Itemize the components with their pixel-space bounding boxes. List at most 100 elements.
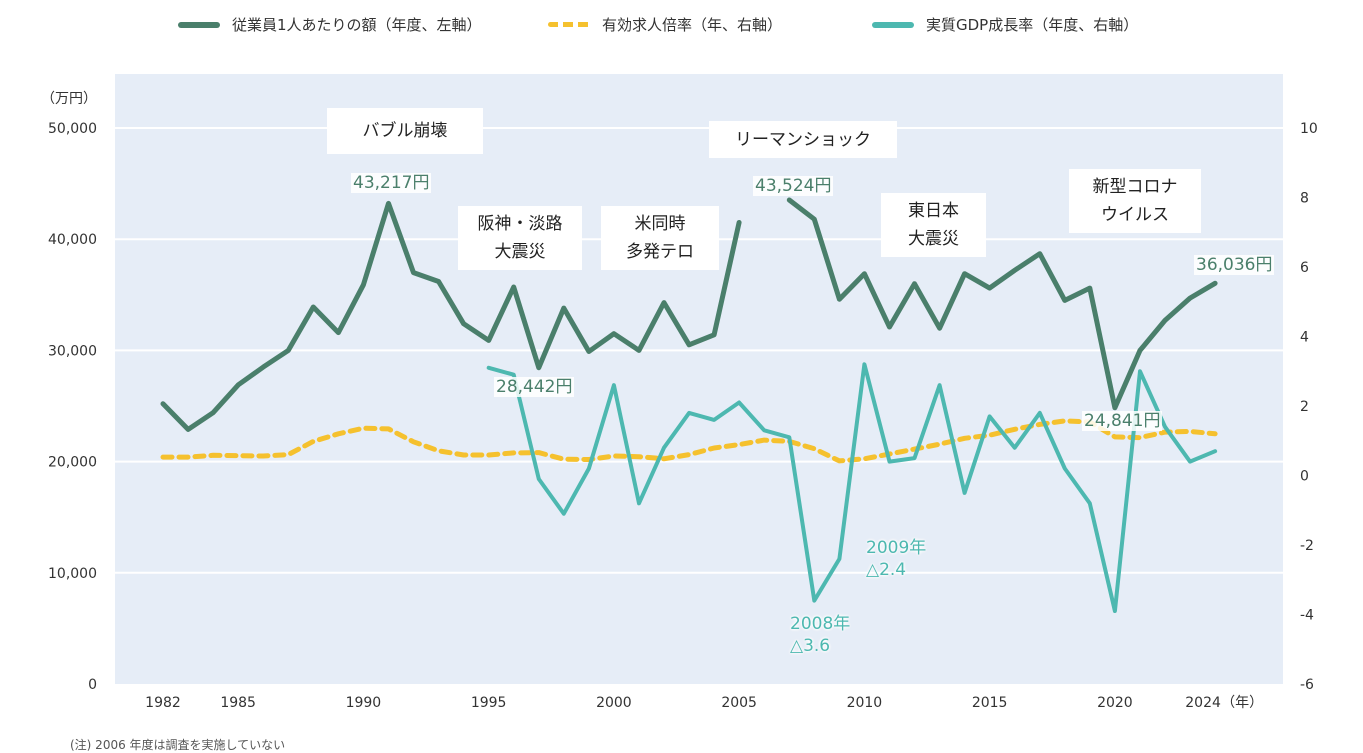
legend-swatch-gdp bbox=[872, 21, 914, 28]
series-real-gdp-growth-point bbox=[586, 466, 591, 471]
series-employee-amount-point bbox=[486, 338, 491, 343]
y-left-tick-label: 10,000 bbox=[48, 566, 97, 582]
series-employee-amount-point bbox=[987, 286, 992, 291]
series-real-gdp-growth-point bbox=[1138, 369, 1143, 374]
y-right-tick-label: 10 bbox=[1300, 121, 1318, 137]
series-job-openings-ratio-point bbox=[561, 457, 566, 462]
series-employee-amount-point bbox=[211, 410, 216, 415]
x-tick-label: 1990 bbox=[346, 695, 382, 711]
series-real-gdp-growth-point bbox=[862, 362, 867, 367]
legend-item-gdp: 実質GDP成長率（年度、右軸） bbox=[872, 14, 1138, 35]
series-real-gdp-growth-point bbox=[787, 435, 792, 440]
series-job-openings-ratio-point bbox=[687, 452, 692, 457]
series-real-gdp-growth-point bbox=[1213, 449, 1218, 454]
series-job-openings-ratio-point bbox=[812, 446, 817, 451]
series-real-gdp-growth-point bbox=[962, 490, 967, 495]
series-job-openings-ratio-point bbox=[211, 453, 216, 458]
annotation-lehman-shock: リーマンショック bbox=[709, 121, 897, 158]
series-job-openings-ratio-point bbox=[1188, 429, 1193, 434]
y-right-tick-label: 8 bbox=[1300, 191, 1309, 207]
series-employee-amount-point bbox=[812, 217, 817, 222]
value-label-1991: 43,217円 bbox=[351, 173, 432, 193]
x-tick-label: 2010 bbox=[847, 695, 883, 711]
series-employee-amount-point bbox=[712, 332, 717, 337]
series-employee-amount-point bbox=[687, 342, 692, 347]
legend-item-employee: 従業員1人あたりの額（年度、左軸） bbox=[178, 14, 482, 35]
series-employee-amount-point bbox=[511, 285, 516, 290]
series-job-openings-ratio-point bbox=[1037, 422, 1042, 427]
series-job-openings-ratio-point bbox=[737, 442, 742, 447]
series-job-openings-ratio-line bbox=[160, 418, 1218, 464]
series-job-openings-ratio-point bbox=[1138, 435, 1143, 440]
series-real-gdp-growth-point bbox=[1112, 609, 1117, 614]
series-job-openings-ratio-point bbox=[662, 456, 667, 461]
series-real-gdp-growth-point bbox=[837, 556, 842, 561]
series-employee-amount-point bbox=[536, 365, 541, 370]
series-employee-amount-point bbox=[1012, 268, 1017, 273]
x-axis-unit: （年） bbox=[1221, 695, 1263, 711]
series-layer bbox=[160, 197, 1218, 614]
series-real-gdp-growth-point bbox=[611, 383, 616, 388]
annotation-text: 東日本 大震災 bbox=[908, 201, 959, 249]
x-tick-label: 2000 bbox=[596, 695, 632, 711]
x-tick-label: 2005 bbox=[721, 695, 757, 711]
series-job-openings-ratio-point bbox=[286, 452, 291, 457]
y-axis-right: -6 -4 -2 0 2 4 6 8 10 bbox=[1300, 121, 1318, 693]
series-job-openings-ratio-point bbox=[336, 431, 341, 436]
series-real-gdp-growth-point bbox=[887, 459, 892, 464]
series-employee-amount-point bbox=[286, 348, 291, 353]
annotation-bubble-collapse: バブル崩壊 bbox=[327, 108, 483, 154]
series-employee-amount-point bbox=[161, 401, 166, 406]
annotation-great-east-japan-earthquake: 東日本 大震災 bbox=[881, 193, 986, 257]
series-employee-amount bbox=[160, 197, 1218, 432]
series-job-openings-ratio-point bbox=[511, 450, 516, 455]
series-real-gdp-growth-point bbox=[912, 456, 917, 461]
series-employee-amount-point bbox=[862, 271, 867, 276]
y-axis-left-unit: （万円） bbox=[41, 91, 97, 107]
value-label-2007: 43,524円 bbox=[753, 176, 834, 196]
y-left-tick-label: 0 bbox=[88, 677, 97, 693]
series-job-openings-ratio-point bbox=[236, 453, 241, 458]
series-job-openings-ratio-point bbox=[987, 433, 992, 438]
series-real-gdp-growth-point bbox=[1062, 466, 1067, 471]
y-left-tick-label: 50,000 bbox=[48, 121, 97, 137]
series-employee-amount-point bbox=[611, 331, 616, 336]
x-tick-label: 2024 bbox=[1185, 695, 1221, 711]
series-job-openings-ratio-point bbox=[1062, 418, 1067, 423]
legend: 従業員1人あたりの額（年度、左軸） 有効求人倍率（年、右軸） 実質GDP成長率（… bbox=[0, 14, 1363, 40]
series-job-openings-ratio-point bbox=[261, 454, 266, 459]
value-label-2024: 36,036円 bbox=[1194, 255, 1275, 275]
series-real-gdp-growth bbox=[486, 362, 1218, 614]
y-right-tick-label: 6 bbox=[1300, 260, 1309, 276]
series-employee-amount-point bbox=[311, 305, 316, 310]
series-real-gdp-growth-point bbox=[1087, 501, 1092, 506]
annotation-text: 米同時 多発テロ bbox=[626, 214, 694, 262]
series-real-gdp-growth-point bbox=[1163, 424, 1168, 429]
series-job-openings-ratio-point bbox=[161, 455, 166, 460]
series-job-openings-ratio-point bbox=[637, 454, 642, 459]
series-employee-amount-point bbox=[236, 382, 241, 387]
gdp-label-2009: 2009年 △2.4 bbox=[866, 538, 927, 580]
series-employee-amount-point bbox=[737, 220, 742, 225]
series-employee-amount-point bbox=[937, 326, 942, 331]
series-job-openings-ratio-point bbox=[962, 436, 967, 441]
series-employee-amount-point bbox=[912, 281, 917, 286]
y-right-tick-label: 0 bbox=[1300, 469, 1309, 485]
series-employee-amount-point bbox=[361, 282, 366, 287]
legend-label-job-ratio: 有効求人倍率（年、右軸） bbox=[602, 16, 783, 34]
y-right-tick-label: -6 bbox=[1300, 677, 1314, 693]
series-job-openings-ratio-point bbox=[386, 426, 391, 431]
annotation-covid19: 新型コロナ ウイルス bbox=[1069, 169, 1201, 233]
legend-swatch-employee bbox=[178, 21, 220, 28]
series-job-openings-ratio-point bbox=[937, 442, 942, 447]
series-job-openings-ratio-point bbox=[1112, 434, 1117, 439]
annotation-text: 新型コロナ ウイルス bbox=[1092, 177, 1178, 225]
value-label-2020: 24,841円 bbox=[1082, 411, 1163, 431]
annotation-text: 阪神・淡路 大震災 bbox=[477, 214, 563, 262]
series-job-openings-ratio-point bbox=[536, 450, 541, 455]
series-job-openings-ratio-point bbox=[762, 438, 767, 443]
series-employee-amount-line bbox=[160, 200, 742, 432]
footnote: (注) 2006 年度は調査を実施していない bbox=[70, 738, 286, 752]
series-employee-amount-point bbox=[561, 306, 566, 311]
series-job-openings-ratio-point bbox=[361, 426, 366, 431]
